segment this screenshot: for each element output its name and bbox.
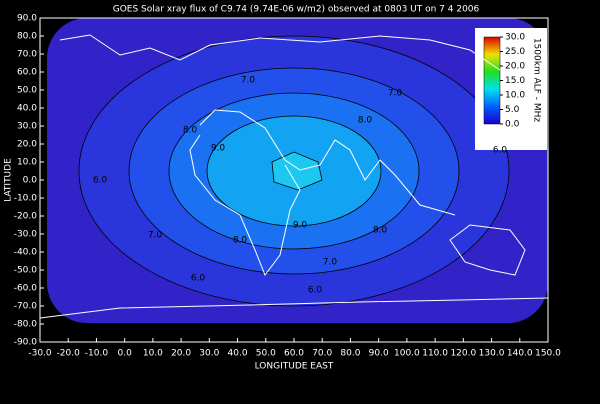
x-tick-label: 70.0 <box>312 349 332 359</box>
x-tick-label: 100.0 <box>394 349 420 359</box>
colorbar-tick-label: 0.0 <box>505 120 520 130</box>
contour-label: 6.0 <box>493 146 508 156</box>
contour-label: 8.0 <box>233 236 248 246</box>
contour-label: 9.0 <box>293 221 308 231</box>
x-tick-label: 150.0 <box>535 349 561 359</box>
colorbar-tick-label: 25.0 <box>505 47 525 57</box>
y-tick-label: 60.0 <box>17 68 37 78</box>
x-tick-label: -10.0 <box>85 349 109 359</box>
x-tick-label: 110.0 <box>422 349 448 359</box>
y-tick-label: -30.0 <box>14 230 38 240</box>
colorbar-tick-label: 20.0 <box>505 62 525 72</box>
y-axis-label: LATITUDE <box>4 158 14 202</box>
y-tick-label: 90.0 <box>17 14 37 24</box>
contour-label: 9.0 <box>211 144 226 154</box>
coastline <box>199 109 456 216</box>
x-tick-label: 30.0 <box>199 349 219 359</box>
contour-label: 7.0 <box>323 258 338 268</box>
y-tick-label: 40.0 <box>17 104 37 114</box>
colorbar <box>483 36 501 125</box>
y-tick-label: -90.0 <box>14 338 38 348</box>
contour-label: 6.0 <box>191 274 206 284</box>
x-tick-label: 40.0 <box>228 349 248 359</box>
y-tick-label: 80.0 <box>17 32 37 42</box>
contour-label: 6.0 <box>93 176 108 186</box>
contour-label: 6.0 <box>308 286 323 296</box>
y-tick-label: 50.0 <box>17 86 37 96</box>
contour-core <box>271 151 323 191</box>
x-tick-label: 90.0 <box>369 349 389 359</box>
y-tick-label: -60.0 <box>14 284 38 294</box>
x-axis-label: LONGITUDE EAST <box>255 362 334 372</box>
colorbar-label: 1500km ALF - MHz <box>532 38 542 123</box>
y-tick-label: 30.0 <box>17 122 37 132</box>
contour-label: 8.0 <box>373 226 388 236</box>
coastlines <box>40 34 548 319</box>
x-tick-label: 120.0 <box>450 349 476 359</box>
colorbar-tick-label: 15.0 <box>505 76 525 86</box>
y-tick-label: -40.0 <box>14 248 38 258</box>
colorbar-tick-label: 30.0 <box>505 33 525 43</box>
x-tick-label: 140.0 <box>507 349 533 359</box>
y-tick-label: 70.0 <box>17 50 37 60</box>
colorbar-tick-label: 5.0 <box>505 105 520 115</box>
y-tick-label: -70.0 <box>14 302 38 312</box>
x-tick-label: 60.0 <box>284 349 304 359</box>
coastline <box>449 224 526 276</box>
y-tick-label: 20.0 <box>17 140 37 150</box>
coastline <box>40 297 548 319</box>
x-tick-label: 50.0 <box>256 349 276 359</box>
contour-label: 8.0 <box>358 116 373 126</box>
contour-label: 7.0 <box>388 89 403 99</box>
x-tick-label: 130.0 <box>479 349 505 359</box>
coastline <box>59 34 501 71</box>
x-tick-label: 10.0 <box>143 349 163 359</box>
y-tick-label: 10.0 <box>17 158 37 168</box>
x-tick-label: 20.0 <box>171 349 191 359</box>
x-tick-label: -30.0 <box>28 349 52 359</box>
x-tick-label: 0.0 <box>118 349 133 359</box>
y-tick-label: 0.0 <box>23 176 38 186</box>
coastline <box>189 134 301 277</box>
x-tick-label: 80.0 <box>340 349 360 359</box>
contour-label: 7.0 <box>148 231 163 241</box>
y-tick-label: -20.0 <box>14 212 38 222</box>
y-tick-label: -80.0 <box>14 320 38 330</box>
contour-field <box>47 18 548 323</box>
contour-label: 8.0 <box>183 126 198 136</box>
chart-title: GOES Solar xray flux of C9.74 (9.74E-06 … <box>113 5 480 15</box>
y-tick-label: -10.0 <box>14 194 38 204</box>
y-tick-label: -50.0 <box>14 266 38 276</box>
contour-label: 7.0 <box>241 76 256 86</box>
colorbar-tick-label: 10.0 <box>505 91 525 101</box>
x-tick-label: -20.0 <box>57 349 81 359</box>
